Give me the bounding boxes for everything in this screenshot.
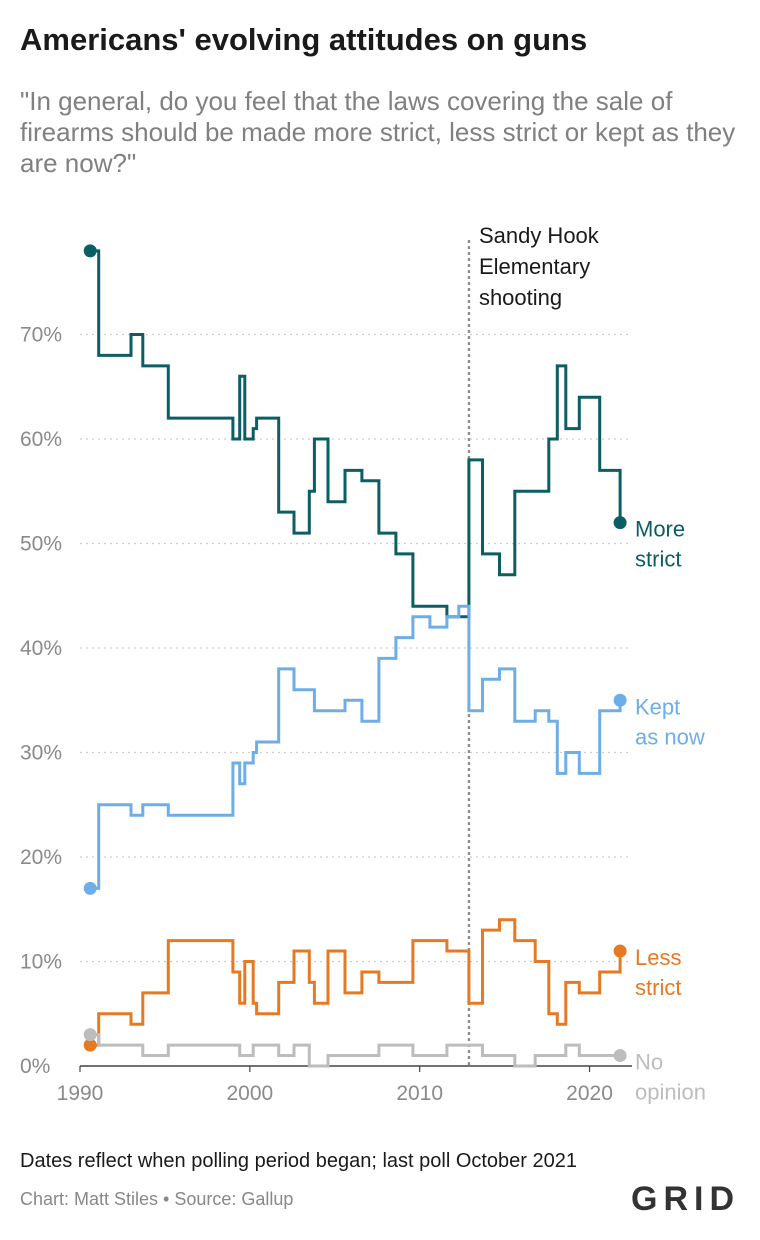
series-end-point-more-strict — [613, 516, 627, 530]
series-label-less-strict: Less — [635, 945, 681, 970]
sandy-hook-annotation-line: shooting — [479, 285, 562, 310]
chart-subtitle: "In general, do you feel that the laws c… — [20, 86, 736, 179]
series-lines — [83, 244, 627, 1068]
y-tick-label-40: 40% — [20, 637, 62, 660]
series-start-point-less-strict — [83, 1038, 97, 1052]
series-line-kept-as-now — [90, 604, 622, 890]
series-end-point-no-opinion — [613, 1049, 627, 1063]
axes: 0% 10% 20% 30% 40% 50% 60% 70% 1990 2000 2010 2020 — [20, 324, 632, 1105]
x-tick-label-2010: 2010 — [396, 1082, 443, 1105]
series-start-point-kept-as-now — [83, 881, 97, 895]
series-label-less-strict: strict — [635, 975, 681, 1000]
sandy-hook-annotation-line: Elementary — [479, 254, 590, 279]
y-tick-label-70: 70% — [20, 324, 62, 347]
series-label-more-strict: More — [635, 517, 685, 542]
series-line-more-strict — [90, 249, 622, 619]
sandy-hook-annotation-line: Sandy Hook — [479, 223, 600, 248]
series-end-point-less-strict — [613, 944, 627, 958]
series-label-no-opinion: opinion — [635, 1080, 706, 1105]
series-line-no-opinion — [90, 1033, 621, 1068]
series-start-point-no-opinion — [83, 1028, 97, 1042]
series-line-less-strict — [90, 918, 622, 1047]
chart-note: Dates reflect when polling period began;… — [20, 1150, 578, 1172]
y-tick-label-0: 0% — [20, 1055, 50, 1078]
chart-title: Americans' evolving attitudes on guns — [20, 22, 588, 57]
series-label-kept-as-now: Kept — [635, 694, 680, 719]
y-tick-label-30: 30% — [20, 742, 62, 765]
y-tick-label-20: 20% — [20, 846, 62, 869]
annotation: Sandy Hook Elementary shooting — [467, 223, 600, 1066]
series-end-point-kept-as-now — [613, 693, 627, 707]
x-tick-label-2000: 2000 — [226, 1082, 273, 1105]
y-tick-label-10: 10% — [20, 951, 62, 974]
series-labels: More strict Kept as now Less strict No opinion — [635, 517, 706, 1105]
chart-credit: Chart: Matt Stiles • Source: Gallup — [20, 1189, 294, 1209]
series-label-no-opinion: No — [635, 1050, 663, 1075]
x-tick-label-1990: 1990 — [57, 1082, 104, 1105]
y-tick-label-60: 60% — [20, 428, 62, 451]
x-tick-label-2020: 2020 — [566, 1082, 613, 1105]
gridlines — [80, 333, 632, 963]
y-tick-label-50: 50% — [20, 533, 62, 556]
series-start-point-more-strict — [83, 244, 97, 258]
grid-logo: GRID — [631, 1180, 740, 1218]
series-label-kept-as-now: as now — [635, 724, 705, 749]
series-label-more-strict: strict — [635, 547, 681, 572]
line-chart: 0%10%20%30%40%50%60%70%1990 2000 2010 2020 … — [20, 223, 706, 1105]
